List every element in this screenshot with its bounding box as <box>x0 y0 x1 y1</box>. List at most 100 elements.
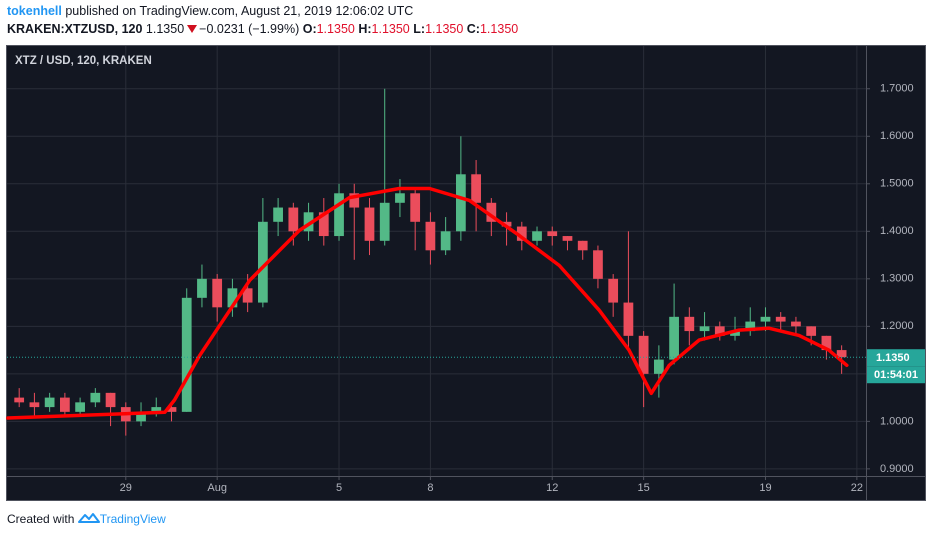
candle-body <box>791 321 801 327</box>
candle-body <box>349 193 360 208</box>
candle-body <box>653 359 664 374</box>
candle-body <box>806 326 817 336</box>
candle-body <box>105 392 116 408</box>
candle-body <box>714 326 725 336</box>
chart-title: XTZ / USD, 120, KRAKEN <box>15 55 152 67</box>
candle-body <box>379 202 390 241</box>
logo <box>77 513 100 523</box>
candle-body <box>60 397 70 412</box>
y-tick-label: 0.9000 <box>880 463 914 475</box>
ohlc-label: O: <box>302 22 317 36</box>
y-tick-label: 1.7000 <box>880 83 914 95</box>
last-price-box <box>867 349 925 367</box>
candle-body <box>303 212 314 232</box>
candle-body <box>151 407 162 412</box>
candle-body <box>638 335 649 374</box>
candle-body <box>730 331 740 336</box>
x-tick-label: 5 <box>336 482 342 494</box>
countdown-box <box>867 366 925 384</box>
published: published on TradingView.com, August 21,… <box>65 4 414 18</box>
candle-body <box>288 207 299 232</box>
candle-body <box>136 411 146 422</box>
x-tick-label: 19 <box>759 482 771 494</box>
x-tick-label: 15 <box>638 482 650 494</box>
y-tick-label: 1.2000 <box>880 320 914 332</box>
ohlc-value: 1.1350 <box>425 22 464 36</box>
candle-body <box>821 335 832 351</box>
chart-background <box>6 45 926 501</box>
x-tick-label: Aug <box>207 482 227 494</box>
candle-body <box>44 397 55 408</box>
grid <box>7 46 866 476</box>
candle-body <box>334 193 344 237</box>
candle-body <box>760 316 771 322</box>
countdown-label: 01:54:01 <box>874 369 918 381</box>
ohlc-value: 1.1350 <box>479 22 519 36</box>
down-arrow <box>187 25 198 33</box>
marks <box>6 88 866 436</box>
candle-body <box>547 231 558 237</box>
ohlc-label: C: <box>466 22 480 36</box>
publish-line: tokenhell published on TradingView.com, … <box>7 4 413 18</box>
candle-body <box>516 226 527 241</box>
candle-body <box>242 288 253 303</box>
candle-body <box>836 350 847 358</box>
x-tick-label: 22 <box>851 482 863 494</box>
change: −0.0231 (−1.99%) <box>199 22 300 36</box>
candle-body <box>684 316 695 332</box>
ohlc-label: L: <box>413 22 426 36</box>
candle-body <box>623 302 634 336</box>
ohlc-value: 1.1350 <box>316 22 355 36</box>
overlay-curve <box>6 186 849 420</box>
candle-body <box>486 202 497 222</box>
candle-body <box>501 221 512 227</box>
symbol-line: KRAKEN:XTZUSD, 120 1.1350 −0.0231 (−1.99%… <box>7 22 518 36</box>
candle-body <box>471 174 481 203</box>
brand[interactable]: TradingView <box>99 512 166 526</box>
y-tick-label: 1.5000 <box>880 178 914 190</box>
candle-body <box>593 250 603 279</box>
x-tick-label: 29 <box>120 482 132 494</box>
candle-body <box>455 174 466 232</box>
last-price-label: 1.1350 <box>876 352 910 364</box>
candle-body <box>273 207 283 222</box>
candle-body <box>532 231 542 241</box>
price: 1.1350 <box>145 22 185 36</box>
candle-body <box>608 278 619 303</box>
y-tick-label: 1.0000 <box>880 415 914 427</box>
candle-body <box>227 288 238 308</box>
candle-body <box>364 207 375 241</box>
y-tick-label: 1.4000 <box>880 225 914 237</box>
candle-body <box>395 193 405 203</box>
candle-body <box>410 193 421 222</box>
candle-body <box>562 236 573 241</box>
y-tick-label: 1.3000 <box>880 273 914 285</box>
symbol: KRAKEN:XTZUSD, 120 <box>7 22 143 36</box>
ohlc-label: H: <box>358 22 372 36</box>
candle-body <box>197 278 207 298</box>
candle-body <box>775 316 786 322</box>
candle-body <box>75 402 85 412</box>
ohlc-value: 1.1350 <box>371 22 410 36</box>
candle-body <box>29 402 40 408</box>
footer-text: Created with <box>7 512 75 526</box>
candle-body <box>90 392 101 403</box>
candle-body <box>318 212 329 237</box>
y-tick-label: 1.6000 <box>880 130 914 142</box>
candle-body <box>166 407 177 412</box>
author[interactable]: tokenhell <box>7 4 62 18</box>
candle-body <box>425 221 436 251</box>
candle-body <box>257 221 268 303</box>
candle-body <box>745 321 756 332</box>
candle-body <box>669 316 679 360</box>
candle-body <box>577 240 588 251</box>
candle-body <box>181 297 192 412</box>
candle-body <box>440 231 451 251</box>
candle-body <box>212 278 223 308</box>
footer: Created with TradingView <box>7 512 166 526</box>
x-tick-label: 8 <box>427 482 433 494</box>
x-tick-label: 12 <box>546 482 558 494</box>
candle-body <box>14 397 25 403</box>
